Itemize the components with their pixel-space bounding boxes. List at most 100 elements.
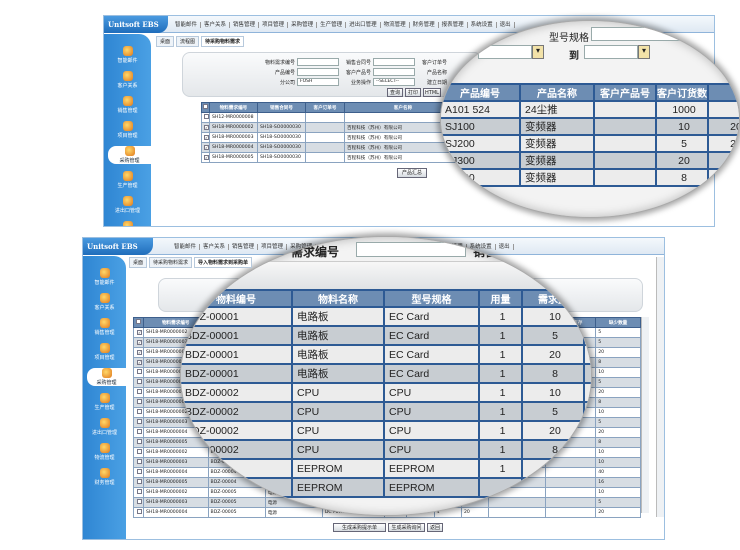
- tab-pending-material[interactable]: 待采购物料需求: [149, 257, 193, 268]
- nav-item[interactable]: 智能邮件: [172, 22, 202, 28]
- nav-item[interactable]: 客户关系: [200, 244, 230, 250]
- row-checkbox[interactable]: [136, 469, 142, 474]
- row-checkbox[interactable]: ✓: [136, 359, 142, 365]
- sales-contract-input[interactable]: [373, 58, 415, 66]
- row-checkbox-cell[interactable]: [133, 507, 144, 518]
- row-checkbox-cell[interactable]: ✓: [201, 122, 210, 133]
- table-row[interactable]: ✓ SH18-MR0000003 SH18-SO0000030 百程科技（苏州）有限公…: [201, 132, 462, 143]
- calendar-icon[interactable]: ▾: [532, 45, 544, 59]
- req-no-input[interactable]: [297, 58, 339, 66]
- nav-item[interactable]: 采购管理: [288, 22, 318, 28]
- nav-item[interactable]: 物流管理: [380, 22, 410, 28]
- sidebar-item[interactable]: 生产管理: [83, 393, 126, 411]
- nav-item[interactable]: 生产管理: [317, 22, 347, 28]
- sidebar-item[interactable]: 财务管理: [83, 468, 126, 486]
- row-checkbox-cell[interactable]: [133, 377, 144, 388]
- sidebar-item[interactable]: 项目管理: [83, 343, 126, 361]
- sidebar-item[interactable]: 客户关系: [104, 71, 151, 89]
- row-checkbox[interactable]: [136, 389, 142, 394]
- sidebar-item[interactable]: 项目管理: [104, 121, 151, 139]
- select-all-checkbox[interactable]: [201, 102, 210, 113]
- sidebar-item[interactable]: 智能邮件: [104, 46, 151, 64]
- sidebar-item[interactable]: 物流管理: [104, 221, 151, 226]
- nav-item[interactable]: 进出口管理: [346, 22, 381, 28]
- nav-item[interactable]: 销售管理: [230, 22, 260, 28]
- tab-import-to-po[interactable]: 导入物料需求到采购单: [194, 257, 253, 268]
- tab-flowchart[interactable]: 流程图: [176, 36, 200, 47]
- row-checkbox[interactable]: [136, 439, 142, 444]
- biz-op-select[interactable]: --SELECT--: [373, 78, 415, 86]
- sidebar-item[interactable]: 客户关系: [83, 293, 126, 311]
- row-checkbox-cell[interactable]: [133, 387, 144, 398]
- product-no-input[interactable]: [297, 68, 339, 76]
- checkbox[interactable]: [135, 319, 141, 324]
- sidebar-item[interactable]: 销售管理: [83, 318, 126, 336]
- nav-item[interactable]: 智能邮件: [171, 244, 201, 250]
- select-all-checkbox[interactable]: [133, 317, 144, 328]
- row-checkbox[interactable]: [136, 429, 142, 434]
- row-checkbox[interactable]: [136, 419, 142, 424]
- column-header[interactable]: 销售合同号: [257, 102, 306, 113]
- row-checkbox[interactable]: [136, 449, 142, 454]
- sidebar-item[interactable]: 采购管理: [87, 368, 126, 386]
- back-button[interactable]: 返回: [427, 523, 443, 532]
- row-checkbox[interactable]: [136, 409, 142, 414]
- row-checkbox[interactable]: [136, 479, 142, 484]
- row-checkbox[interactable]: ✓: [136, 329, 142, 335]
- nav-item[interactable]: 采购管理: [287, 244, 317, 250]
- model-spec-input[interactable]: [591, 27, 696, 41]
- row-checkbox[interactable]: [136, 499, 142, 504]
- row-checkbox-cell[interactable]: [133, 457, 144, 468]
- column-header[interactable]: 缺少数量: [595, 317, 641, 328]
- row-checkbox-cell[interactable]: ✓: [201, 132, 210, 143]
- sidebar-item[interactable]: 生产管理: [104, 171, 151, 189]
- sidebar-item[interactable]: 采购管理: [108, 146, 151, 164]
- calendar-icon[interactable]: ▾: [638, 45, 650, 59]
- row-checkbox[interactable]: ✓: [204, 154, 209, 160]
- nav-item[interactable]: 销售管理: [229, 244, 259, 250]
- html-button[interactable]: HTML: [423, 88, 441, 97]
- row-checkbox-cell[interactable]: ✓: [133, 337, 144, 348]
- row-checkbox[interactable]: [136, 369, 142, 374]
- row-checkbox[interactable]: [204, 114, 209, 119]
- tab-desktop[interactable]: 桌面: [129, 257, 148, 268]
- nav-item[interactable]: 报表管理: [438, 22, 468, 28]
- query-button[interactable]: 查询: [387, 88, 403, 97]
- row-checkbox-cell[interactable]: [133, 367, 144, 378]
- nav-item[interactable]: 客户关系: [201, 22, 231, 28]
- column-header[interactable]: 物料需求编号: [209, 102, 258, 113]
- row-checkbox-cell[interactable]: ✓: [201, 152, 210, 163]
- nav-item[interactable]: 项目管理: [259, 22, 289, 28]
- row-checkbox-cell[interactable]: [133, 437, 144, 448]
- nav-item[interactable]: 财务管理: [409, 22, 439, 28]
- sidebar-item[interactable]: 物流管理: [83, 443, 126, 461]
- checkbox[interactable]: [203, 104, 208, 109]
- nav-item[interactable]: 项目管理: [258, 244, 288, 250]
- table-row[interactable]: SH12-MR0000008: [201, 112, 462, 123]
- row-checkbox-cell[interactable]: ✓: [133, 347, 144, 358]
- nav-item[interactable]: 系统设置: [466, 244, 496, 250]
- row-checkbox-cell[interactable]: [133, 477, 144, 488]
- gen-purchase-hint-button[interactable]: 生成采购提示单: [333, 523, 386, 532]
- row-checkbox[interactable]: [136, 399, 142, 404]
- tab-pending-material[interactable]: 待采购物料需求: [201, 36, 245, 47]
- row-checkbox[interactable]: ✓: [204, 144, 209, 150]
- row-checkbox[interactable]: [136, 509, 142, 514]
- date-to-input[interactable]: [584, 45, 638, 59]
- row-checkbox-cell[interactable]: [133, 497, 144, 508]
- table-scrollbar[interactable]: [641, 317, 649, 513]
- nav-item[interactable]: 系统设置: [467, 22, 497, 28]
- gen-purchase-inquiry-button[interactable]: 生成采购询问: [388, 523, 425, 532]
- row-checkbox-cell[interactable]: [133, 467, 144, 478]
- row-checkbox-cell[interactable]: ✓: [133, 327, 144, 338]
- column-header[interactable]: 客户订单号: [305, 102, 345, 113]
- req-no-input[interactable]: [356, 242, 466, 257]
- row-checkbox[interactable]: ✓: [204, 124, 209, 130]
- row-checkbox-cell[interactable]: [133, 417, 144, 428]
- row-checkbox-cell[interactable]: ✓: [201, 142, 210, 153]
- table-row[interactable]: ✓ SH18-MR0000002 SH18-SO0000030 百程科技（苏州）有限公…: [201, 122, 462, 133]
- product-summary-button[interactable]: 产品汇总: [397, 168, 427, 178]
- date-from-input[interactable]: [478, 45, 532, 59]
- row-checkbox[interactable]: ✓: [204, 134, 209, 140]
- nav-item[interactable]: 退出: [496, 22, 515, 28]
